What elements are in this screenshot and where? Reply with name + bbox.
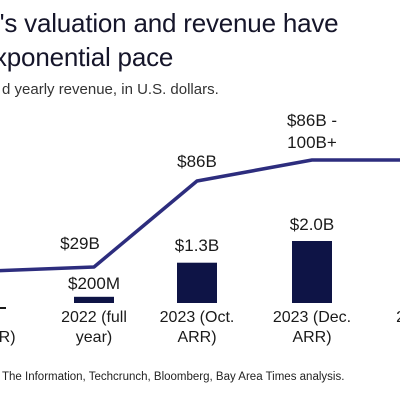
left-dash (0, 307, 6, 309)
line-label-2023-oct: $86B (177, 152, 217, 171)
chart-title-line-1: l's valuation and revenue have (0, 8, 339, 38)
x-tick-4-line-1: 20 (396, 309, 400, 326)
chart-title: l's valuation and revenue have xponentia… (0, 6, 400, 74)
chart-subtitle: d yearly revenue, in U.S. dollars. (2, 81, 219, 98)
bar-label-2023-oct: $1.3B (175, 236, 219, 255)
bar-label-2022: $200M (68, 274, 120, 293)
x-tick-3-line-2: ARR) (292, 329, 331, 346)
line-label-2023-dec-2: 100B+ (287, 133, 337, 152)
source-note: The Information, Techcrunch, Bloomberg, … (2, 371, 345, 383)
chart-title-line-2: xponential pace (0, 42, 174, 72)
data-labels: $29B $86B $86B - 100B+ $200M $1.3B $2.0B (0, 111, 337, 309)
x-tick-1-line-1: 2022 (full (61, 309, 127, 326)
bar-2 (177, 262, 217, 303)
bar-3 (292, 241, 332, 303)
line-label-2023-dec-1: $86B - (287, 111, 337, 130)
line-label-2022: $29B (60, 234, 100, 253)
x-tick-1-line-2: year) (76, 329, 112, 346)
x-tick-2-line-2: ARR) (177, 329, 216, 346)
bar-series (74, 241, 332, 303)
x-tick-3-line-1: 2023 (Dec. (273, 309, 351, 326)
x-tick-2-line-1: 2023 (Oct. (160, 309, 235, 326)
valuation-line (0, 158, 400, 273)
bar-label-2023-dec: $2.0B (290, 215, 334, 234)
x-axis-tick-labels: ARR) 2022 (full year) 2023 (Oct. ARR) 2023 (D… (0, 309, 400, 346)
bar-1 (74, 296, 114, 303)
x-tick-0-line-2: ARR) (0, 329, 16, 346)
